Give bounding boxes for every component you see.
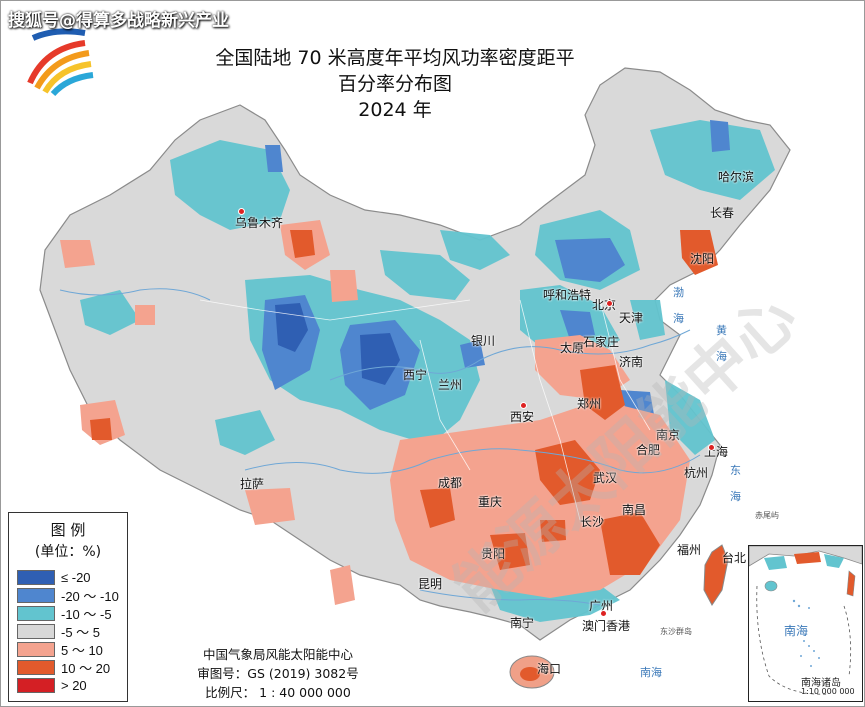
taiwan-island: [703, 544, 729, 606]
city-dot: [708, 444, 715, 451]
city-guiyang: 贵阳: [481, 547, 506, 561]
inset-islands-label: 南海诸岛: [801, 678, 841, 689]
legend-label: -10 ～ -5: [61, 606, 112, 622]
legend-label: 5 ～ 10: [61, 642, 103, 658]
city-chongqing: 重庆: [478, 495, 503, 509]
city-lanzhou: 兰州: [438, 378, 463, 392]
city-hefei: 合肥: [636, 443, 661, 457]
legend-item: -20 ～ -10: [17, 586, 119, 604]
city-fuzhou: 福州: [677, 543, 702, 557]
city-zhengzhou: 郑州: [577, 397, 602, 411]
map-title: 全国陆地 70 米高度年平均风功率密度距平 百分率分布图 2024 年: [170, 45, 620, 123]
city-taipei: 台北: [722, 551, 747, 565]
legend-item: 5 ～ 10: [17, 640, 103, 658]
legend-item: -10 ～ -5: [17, 604, 112, 622]
city-guangzhou: 广州: [589, 599, 614, 613]
legend-label: ≤ -20: [61, 569, 91, 585]
credit-agency: 中国气象局风能太阳能中心: [202, 647, 353, 662]
sea-label-east: 东海: [730, 464, 741, 503]
credit-scale: 比例尺： 1 : 40 000 000: [205, 685, 351, 700]
city-changchun: 长春: [710, 206, 735, 220]
logo: [27, 28, 94, 97]
city-xining: 西宁: [403, 368, 428, 382]
legend-label: -20 ～ -10: [61, 588, 119, 604]
city-harbin: 哈尔滨: [718, 170, 755, 184]
city-jinan: 济南: [619, 355, 644, 369]
city-dot: [600, 610, 607, 617]
city-hongkong-macau: 澳门香港: [582, 619, 631, 633]
legend-item: -5 ～ 5: [17, 622, 100, 640]
inset-sea-label: 南海: [784, 624, 809, 638]
legend-label: > 20: [61, 677, 87, 693]
city-tianjin: 天津: [619, 311, 644, 325]
sea-label-bohai: 渤海: [673, 286, 684, 325]
title-line-2: 百分率分布图: [337, 73, 452, 95]
south-china-sea-inset: 南海 南海诸岛 1:10 000 000: [748, 545, 863, 702]
legend-swatch: [17, 659, 55, 675]
city-haikou: 海口: [537, 662, 562, 676]
city-nanjing: 南京: [656, 428, 681, 442]
city-xian: 西安: [510, 410, 535, 424]
anomaly-le-minus20: [275, 303, 400, 385]
city-nanning: 南宁: [510, 616, 535, 630]
credit-approval: 审图号：GS (2019) 3082号: [197, 666, 359, 681]
city-dot: [520, 402, 527, 409]
inset-scale: 1:10 000 000: [801, 687, 855, 696]
city-shenyang: 沈阳: [690, 252, 715, 266]
city-dot: [606, 300, 613, 307]
sea-label-south: 南海: [640, 666, 662, 679]
city-changsha: 长沙: [580, 515, 605, 529]
watermark-text: 搜狐号@得算多战略新兴产业: [8, 11, 229, 31]
city-taiyuan: 太原: [560, 341, 585, 355]
city-yinchuan: 银川: [471, 334, 496, 348]
legend-swatch: [17, 569, 55, 585]
city-hohhot: 呼和浩特: [543, 288, 592, 302]
legend-swatch: [17, 587, 55, 603]
legend-swatch: [17, 605, 55, 621]
legend-swatch: [17, 641, 55, 657]
place-dongsha: 东沙群岛: [660, 627, 692, 636]
legend-swatch: [17, 623, 55, 639]
sea-label-yellow: 黄海: [716, 324, 727, 363]
city-hangzhou: 杭州: [684, 466, 709, 480]
anomaly-10-20: [90, 230, 718, 575]
title-line-1: 全国陆地 70 米高度年平均风功率密度距平: [215, 47, 575, 69]
legend-label: 10 ～ 20: [61, 660, 111, 676]
city-urumqi: 乌鲁木齐: [235, 216, 284, 230]
city-kunming: 昆明: [418, 577, 443, 591]
city-shijiazhuang: 石家庄: [583, 335, 620, 349]
place-chiwei: 赤尾屿: [755, 511, 779, 520]
rivers: [59, 288, 701, 606]
city-lhasa: 拉萨: [240, 477, 265, 491]
city-wuhan: 武汉: [593, 471, 618, 485]
legend-unit: (单位：%): [34, 544, 102, 560]
legend-label: -5 ～ 5: [61, 624, 101, 640]
title-line-3: 2024 年: [358, 99, 432, 121]
inset-map: [748, 545, 863, 695]
map-credits: 中国气象局风能太阳能中心 审图号：GS (2019) 3082号 比例尺： 1 …: [168, 645, 388, 702]
legend-title: 图 例: [50, 521, 86, 539]
city-dot: [238, 208, 245, 215]
legend-swatch: [17, 677, 55, 693]
legend-item: ≤ -20: [17, 568, 91, 586]
city-nanchang: 南昌: [622, 503, 647, 517]
legend-item: 10 ～ 20: [17, 658, 110, 676]
legend: 图 例 (单位：%) ≤ -20 -20 ～ -10 -10 ～ -5 -5 ～…: [8, 512, 128, 702]
legend-item: > 20: [17, 676, 87, 694]
city-chengdu: 成都: [438, 476, 463, 490]
